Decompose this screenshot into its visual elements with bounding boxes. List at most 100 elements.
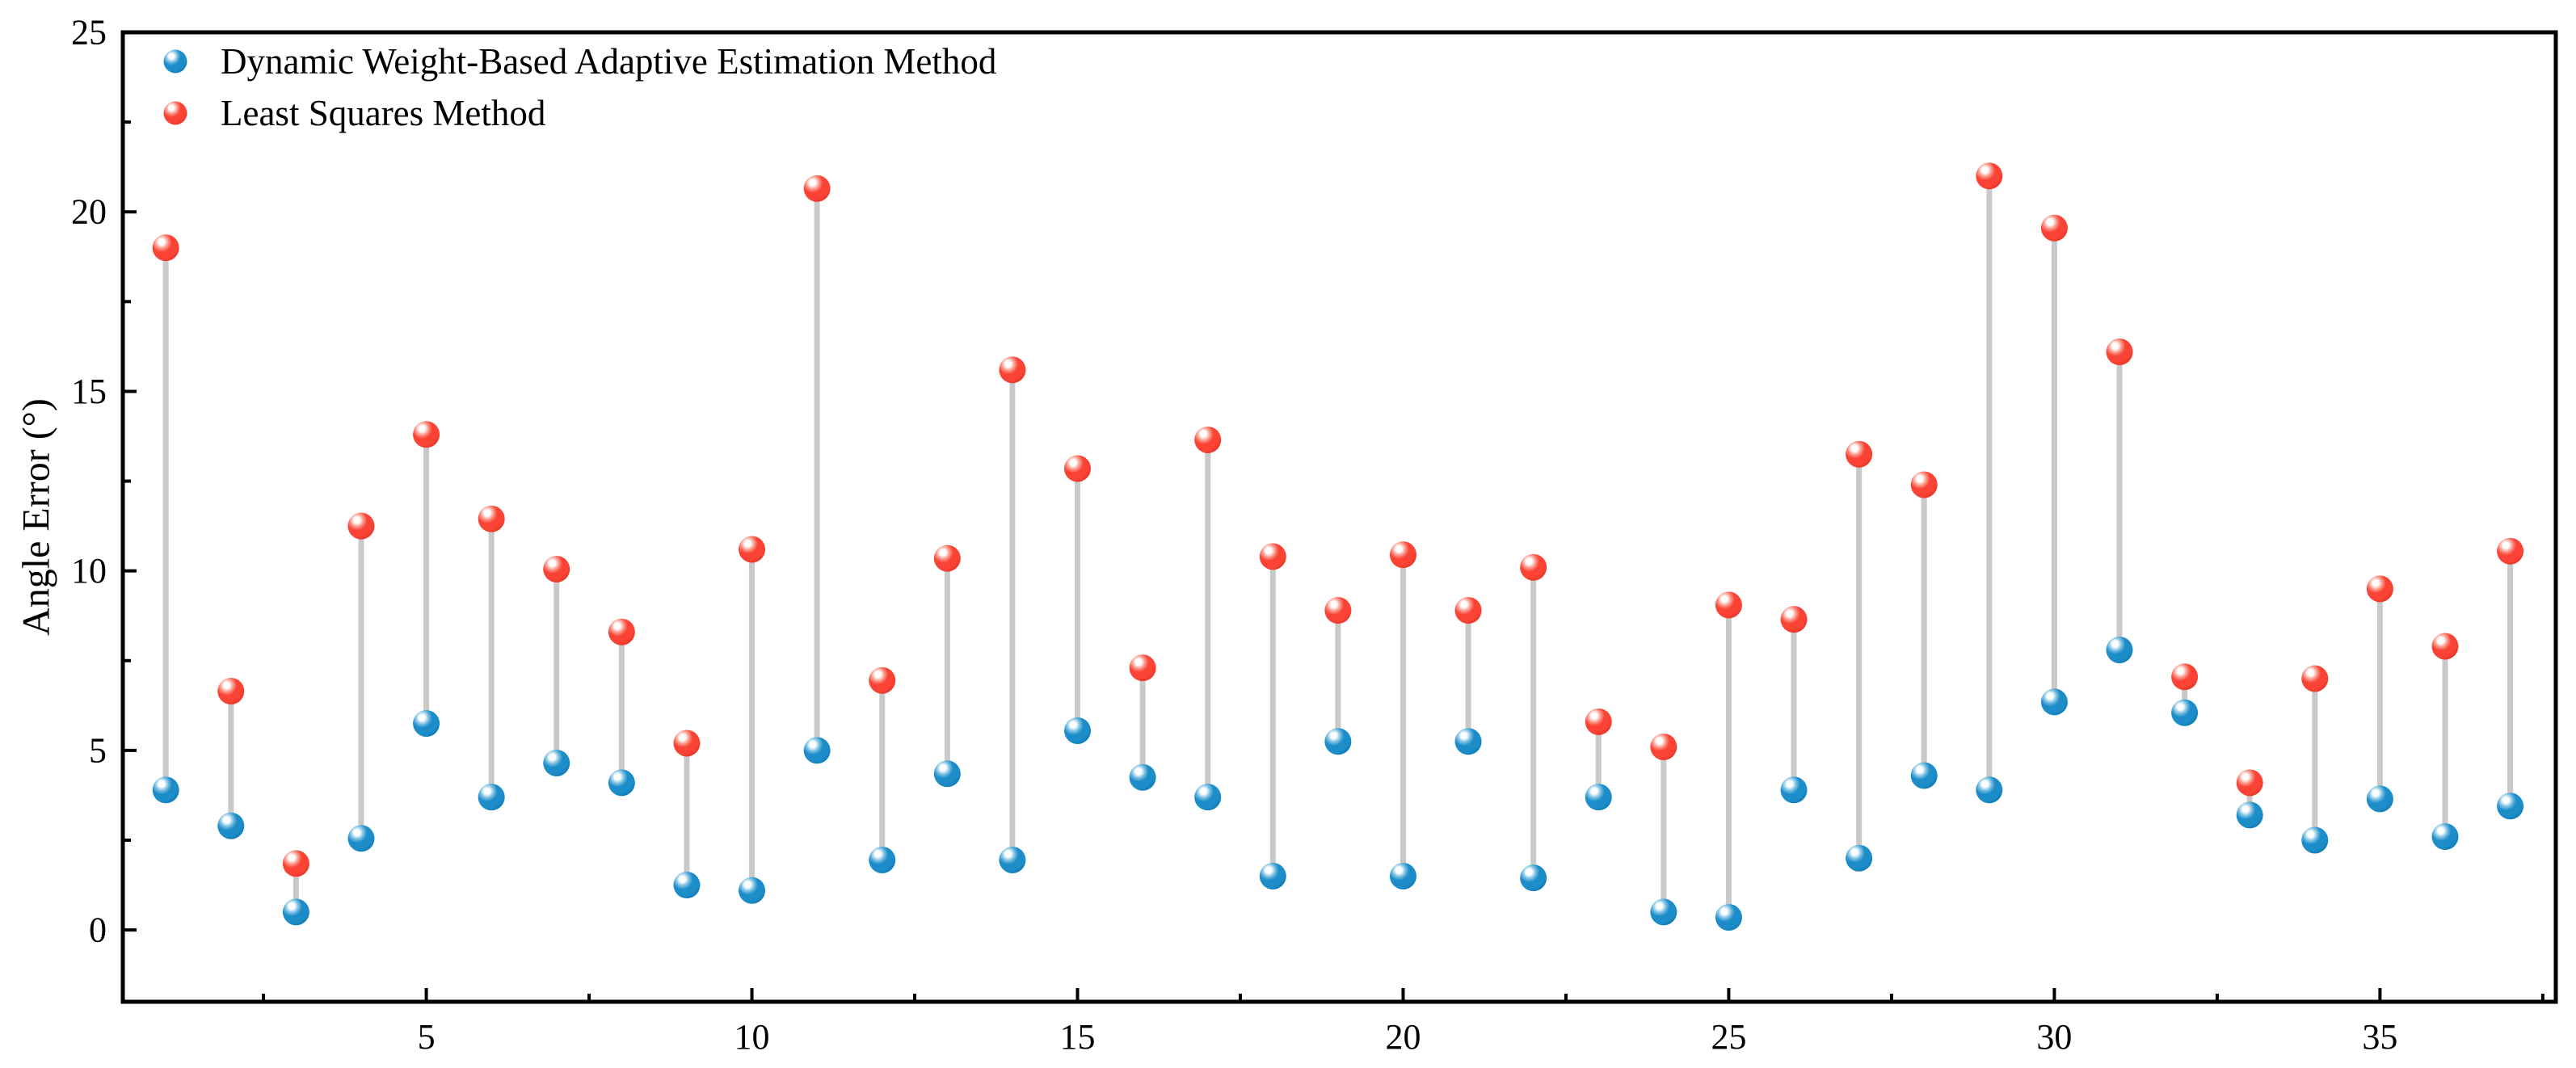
lsq-point-marker <box>1846 440 1873 468</box>
y-tick-label: 25 <box>71 13 107 53</box>
y-tick-label: 15 <box>71 372 107 411</box>
lsq-point-marker <box>1454 597 1482 624</box>
lsq-point-marker <box>2106 338 2133 366</box>
dwae-point-marker <box>282 898 309 926</box>
lsq-point-marker <box>1129 654 1156 682</box>
dwae-point-marker <box>2366 785 2393 813</box>
lsq-point-marker <box>1194 426 1222 453</box>
dwae-point-marker <box>1520 864 1547 892</box>
lsq-point-marker <box>869 666 896 694</box>
lsq-point-marker <box>2171 663 2199 691</box>
lsq-point-marker <box>803 174 831 202</box>
lsq-point-marker <box>2236 769 2263 797</box>
x-tick-label: 25 <box>1711 1017 1746 1057</box>
dwae-point-marker <box>1976 776 2003 804</box>
y-axis-title: Angle Error (°) <box>15 398 58 636</box>
lsq-point-marker <box>152 234 179 262</box>
lsq-point-marker <box>608 618 635 645</box>
dwae-point-marker <box>1129 763 1156 791</box>
dwae-point-marker <box>413 710 440 738</box>
y-tick-labels: 0 5 10 15 20 25 <box>71 13 107 950</box>
lsq-point-marker <box>739 536 766 563</box>
dwae-point-marker <box>1910 762 1938 789</box>
legend-label-dwae: Dynamic Weight-Based Adaptive Estimation… <box>221 41 996 82</box>
lsq-point-marker <box>2040 214 2068 242</box>
lsq-point-marker <box>282 850 309 877</box>
dwae-point-marker <box>1715 904 1742 931</box>
y-tick-label: 20 <box>71 192 107 232</box>
lsq-point-marker <box>217 678 245 705</box>
dwae-point-marker <box>152 776 179 804</box>
dwae-point-marker <box>999 846 1026 873</box>
dwae-point-marker <box>1585 784 1612 811</box>
dwae-point-marker <box>1389 862 1416 889</box>
y-tick-label: 5 <box>89 730 107 770</box>
lsq-point-marker <box>2431 633 2459 660</box>
lsq-point-marker <box>1389 541 1416 569</box>
dwae-point-marker <box>933 760 961 788</box>
legend-marker-lsq <box>163 101 187 125</box>
lsq-point-marker <box>673 730 701 757</box>
lsq-point-marker <box>413 421 440 448</box>
x-tick-label: 30 <box>2036 1017 2072 1057</box>
dwae-point-marker <box>2106 636 2133 663</box>
dwae-point-marker <box>2497 793 2524 820</box>
dwae-point-marker <box>869 846 896 873</box>
lsq-point-marker <box>1064 455 1092 482</box>
data-points <box>152 162 2524 931</box>
dwae-point-marker <box>673 872 701 899</box>
lsq-point-marker <box>543 555 570 582</box>
lsq-point-marker <box>1585 708 1612 735</box>
dwae-point-marker <box>1454 728 1482 755</box>
lsq-point-marker <box>1259 543 1286 570</box>
dwae-point-marker <box>1650 898 1677 926</box>
dwae-point-marker <box>1846 844 1873 872</box>
dwae-point-marker <box>478 784 505 811</box>
y-tick-label: 10 <box>71 551 107 591</box>
x-tick-label: 15 <box>1060 1017 1096 1057</box>
lsq-point-marker <box>2497 537 2524 565</box>
x-tick-label: 5 <box>418 1017 436 1057</box>
dwae-point-marker <box>2431 823 2459 851</box>
lsq-point-marker <box>1324 597 1352 624</box>
lsq-point-marker <box>2301 665 2329 692</box>
legend-marker-dwae <box>163 49 187 74</box>
x-tick-labels: 5 10 15 20 25 30 35 <box>418 1017 2398 1057</box>
dwae-point-marker <box>2171 699 2199 726</box>
axis-ticks <box>123 31 2544 1002</box>
legend: Dynamic Weight-Based Adaptive Estimation… <box>163 41 996 133</box>
dwae-point-marker <box>1194 784 1222 811</box>
lsq-point-marker <box>1780 606 1808 633</box>
lsq-point-marker <box>1976 162 2003 190</box>
dwae-point-marker <box>1064 717 1092 744</box>
y-tick-label: 0 <box>89 910 107 950</box>
dwae-point-marker <box>1259 862 1286 889</box>
dwae-point-marker <box>347 825 375 852</box>
lsq-point-marker <box>1715 591 1742 619</box>
connector-lines <box>162 175 2514 918</box>
lsq-point-marker <box>478 505 505 532</box>
lsq-point-marker <box>2366 575 2393 603</box>
dwae-point-marker <box>2301 826 2329 854</box>
lsq-point-marker <box>1910 471 1938 498</box>
x-tick-label: 20 <box>1385 1017 1421 1057</box>
lsq-point-marker <box>1650 733 1677 760</box>
dwae-point-marker <box>543 749 570 776</box>
lsq-point-marker <box>347 512 375 540</box>
legend-label-lsq: Least Squares Method <box>221 93 545 133</box>
lsq-point-marker <box>999 356 1026 384</box>
x-tick-label: 35 <box>2362 1017 2397 1057</box>
lsq-point-marker <box>1520 553 1547 581</box>
dwae-point-marker <box>2040 688 2068 716</box>
dwae-point-marker <box>739 877 766 904</box>
dwae-point-marker <box>1324 728 1352 755</box>
dwae-point-marker <box>608 769 635 797</box>
plot-frame <box>120 30 2558 1004</box>
dwae-point-marker <box>217 812 245 839</box>
dwae-point-marker <box>803 737 831 764</box>
lsq-point-marker <box>933 545 961 572</box>
dwae-point-marker <box>2236 801 2263 829</box>
x-tick-label: 10 <box>734 1017 770 1057</box>
